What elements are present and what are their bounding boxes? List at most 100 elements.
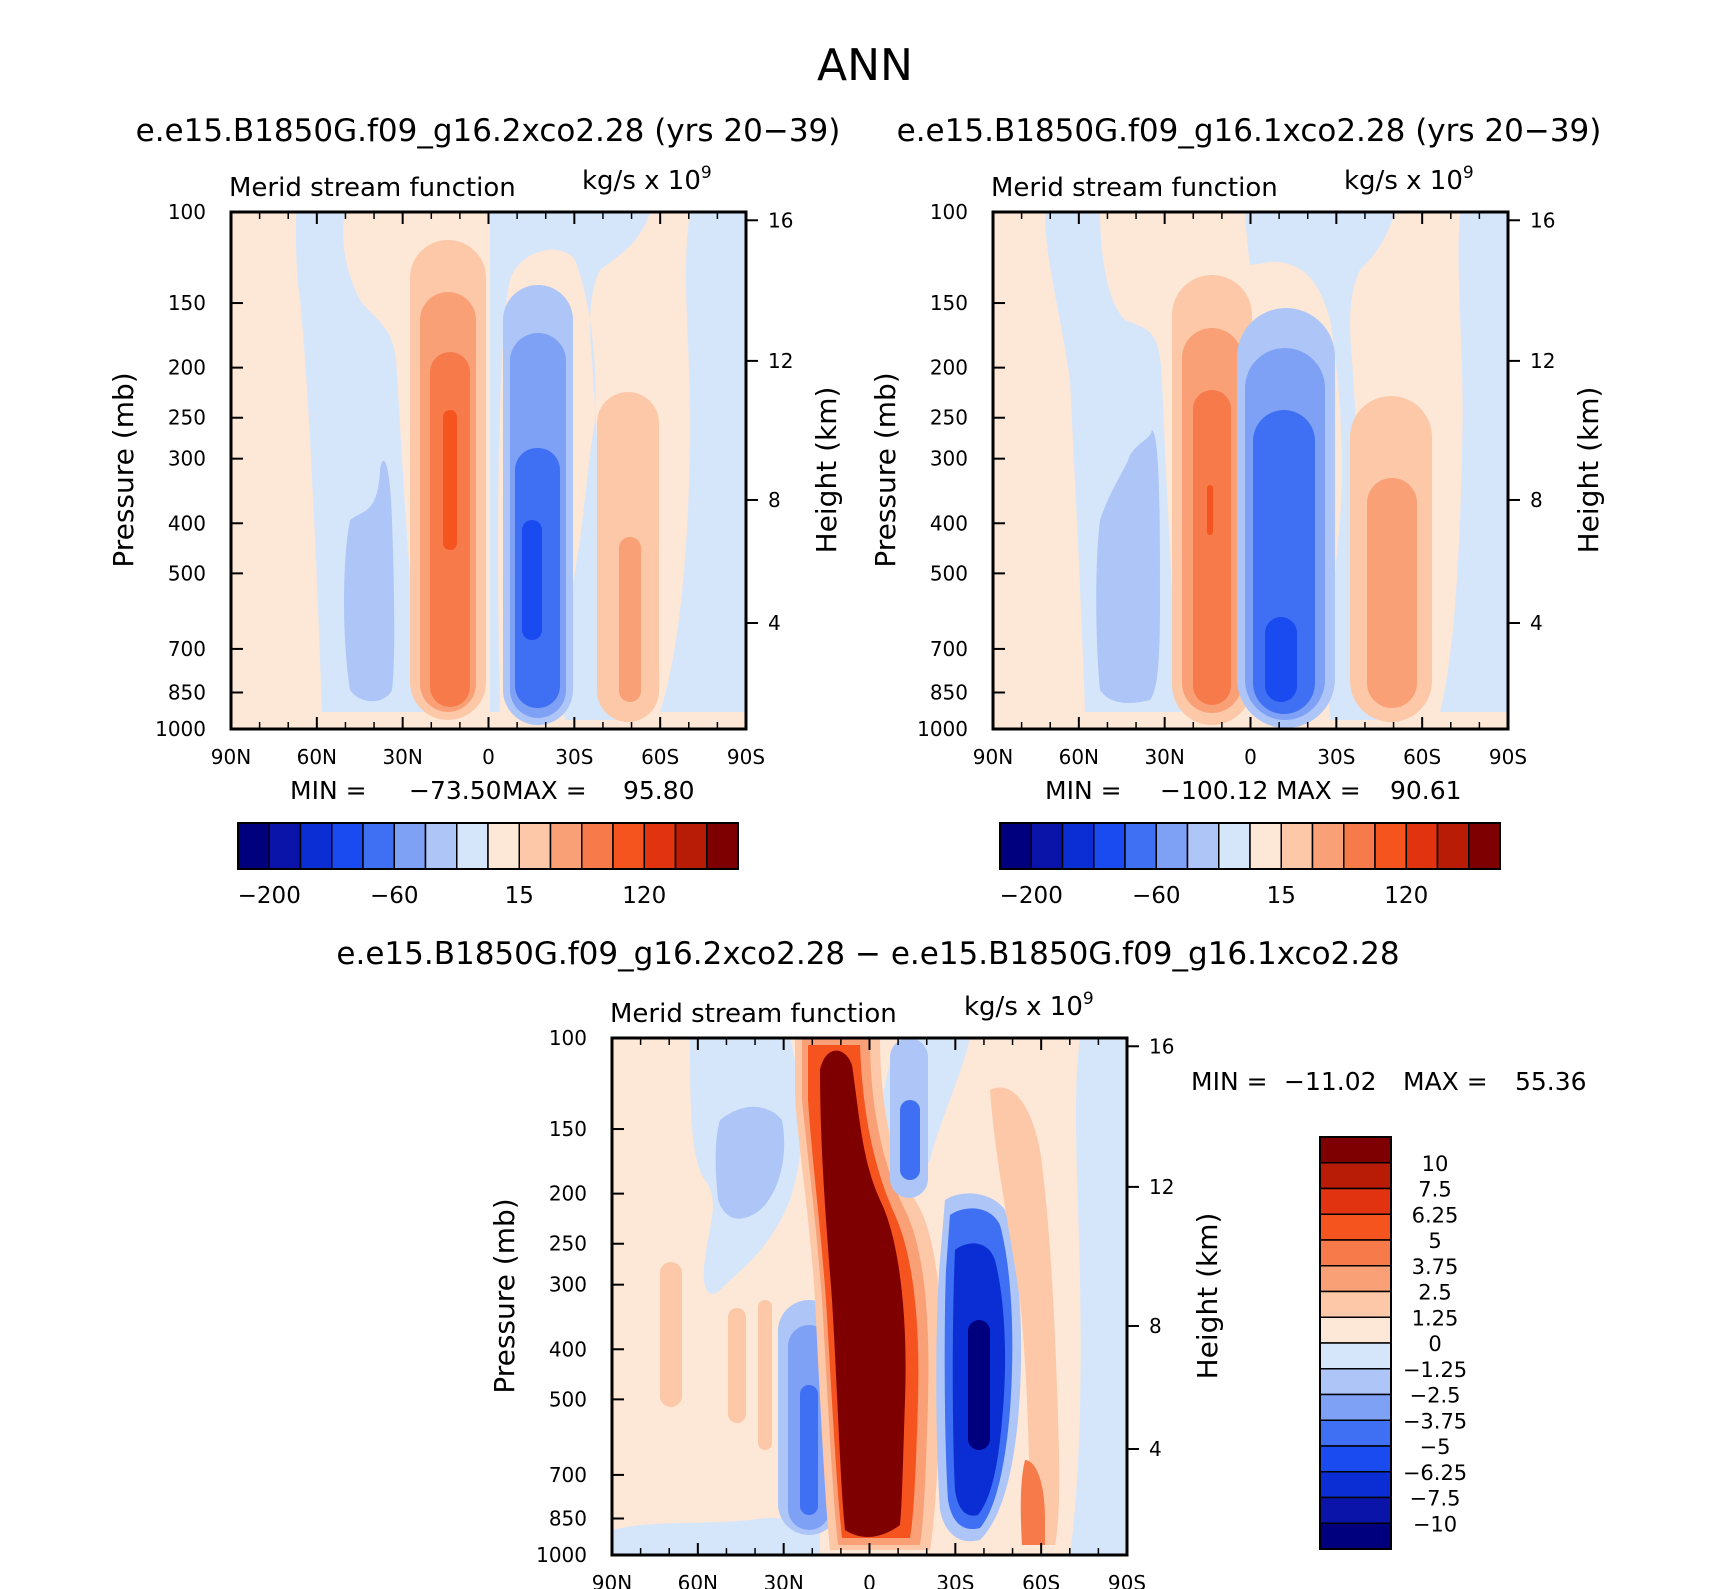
panel-2-min-label: MIN = [1045,776,1122,805]
colorbar-swatch [1124,822,1157,870]
panel-3-colorbar: 107.56.2553.752.51.250−1.25−2.5−3.75−5−6… [1319,1136,1467,1550]
y-tick-label: 200 [168,356,206,380]
y-tick-label: 700 [549,1463,587,1487]
panel-3-min-value: −11.02 [1284,1067,1377,1096]
y-tick-label: 200 [549,1182,587,1206]
panel-3-max-core [820,1050,906,1537]
y-tick-label: 150 [549,1117,587,1141]
colorbar-swatch [1186,822,1220,870]
panel-3-pos-thin1 [660,1262,682,1407]
colorbar-swatch [268,822,302,870]
panel-2-ylabel: Pressure (mb) [869,372,902,567]
panel-2: e.e15.B1850G.f09_g16.1xco2.28 (yrs 20−39… [869,113,1605,909]
panel-2-neg-shell-pole [1440,212,1508,712]
colorbar-label: 1.25 [1412,1306,1459,1330]
y-right-tick-label: 16 [768,208,793,232]
colorbar-label: 15 [1267,883,1296,909]
colorbar-swatch [1319,1522,1392,1550]
panel-3-neg-upper-sh2 [900,1100,920,1180]
y-tick-label: 300 [549,1273,587,1297]
panel-2-colorbar: −200 −60 15 120 [999,822,1501,909]
x-tick-label: 90S [727,745,765,769]
panel-1-ylabel-right: Height (km) [810,387,843,554]
colorbar-swatch [424,822,458,870]
panel-3-max-label: MAX = [1403,1067,1488,1096]
colorbar-swatch [1319,1316,1392,1344]
colorbar-frame [237,822,739,870]
colorbar-swatch [299,822,333,870]
x-tick-label: 90N [211,745,251,769]
panel-1-min-value: −73.50 [409,776,502,805]
colorbar-label: 0 [1428,1332,1441,1356]
panel-2-neg-north [1096,430,1160,703]
panel-3-pos-thin3 [758,1300,772,1450]
panel-1-max-label: MAX = [502,776,587,805]
panel-1-field [231,212,746,729]
colorbar-label: −60 [370,883,419,909]
colorbar-swatch [1343,822,1376,870]
colorbar-swatch [331,822,364,870]
x-tick-label: 30N [382,745,422,769]
colorbar-swatch [1319,1213,1392,1241]
x-tick-label: 90N [592,1571,632,1589]
y-tick-label: 400 [549,1337,587,1361]
colorbar-swatch [1319,1239,1392,1267]
panel-3-min-label: MIN = [1191,1067,1268,1096]
figure-title: ANN [817,40,913,91]
colorbar-swatch [1249,822,1282,870]
x-tick-label: 0 [482,745,495,769]
colorbar-swatch [393,822,427,870]
x-tick-label: 90N [973,745,1013,769]
colorbar-frame [999,822,1501,870]
x-tick-label: 30S [936,1571,974,1589]
colorbar-swatch [1374,822,1407,870]
colorbar-swatch [487,822,520,870]
colorbar-swatch [362,822,395,870]
y-tick-label: 500 [930,561,968,585]
panel-1-colorbar: −200 −60 15 120 [237,822,739,909]
colorbar-swatch [1061,822,1095,870]
y-tick-label: 100 [930,200,968,224]
panel-1-min-label: MIN = [290,776,367,805]
y-right-tick-label: 12 [1149,1175,1174,1199]
x-tick-label: 90S [1108,1571,1146,1589]
x-tick-label: 60N [1059,745,1099,769]
panel-1-neg4 [522,520,542,640]
panel-3-pos-sh2 [1020,1460,1045,1545]
panel-1-axes: 90N 60N 30N 0 30S 60S 90S 100 150 200 250 300 400 500… [155,200,793,769]
x-tick-label: 30N [763,1571,803,1589]
colorbar-swatch [1319,1496,1392,1524]
colorbar-swatch [1319,1187,1392,1215]
panel-3-min-core [968,1320,990,1450]
colorbar-label: 120 [622,883,666,909]
panel-1-pos4 [443,410,457,550]
panel-3-units: kg/s x 109 [964,989,1094,1022]
panel-2-pos3 [1193,390,1231,705]
panel-3-ylabel: Pressure (mb) [488,1198,521,1393]
colorbar-label: 3.75 [1412,1255,1459,1279]
y-tick-label: 850 [168,681,206,705]
colorbar-label: −2.5 [1410,1384,1461,1408]
colorbar-swatch [1319,1342,1392,1370]
colorbar-swatch [1319,1368,1392,1396]
panel-3-left-label: Merid stream function [610,999,897,1029]
colorbar-swatch [1319,1162,1392,1190]
x-tick-label: 60S [1403,745,1441,769]
y-tick-label: 250 [549,1232,587,1256]
panel-2-max-value: 90.61 [1390,776,1462,805]
colorbar-swatch [706,822,739,870]
colorbar-swatch [643,822,677,870]
y-tick-label: 150 [930,291,968,315]
panel-2-units: kg/s x 109 [1344,163,1474,196]
panel-1: e.e15.B1850G.f09_g16.2xco2.28 (yrs 20−39… [107,113,843,909]
panel-3-neg-pole [1070,1038,1127,1555]
y-right-tick-label: 16 [1149,1034,1174,1058]
y-tick-label: 150 [168,291,206,315]
colorbar-swatch [518,822,552,870]
colorbar-swatch [674,822,708,870]
colorbar-label: −10 [1413,1512,1457,1536]
y-right-tick-label: 8 [1530,488,1543,512]
colorbar-label: −200 [1000,883,1063,909]
colorbar-swatch [1468,822,1501,870]
x-tick-label: 30S [555,745,593,769]
